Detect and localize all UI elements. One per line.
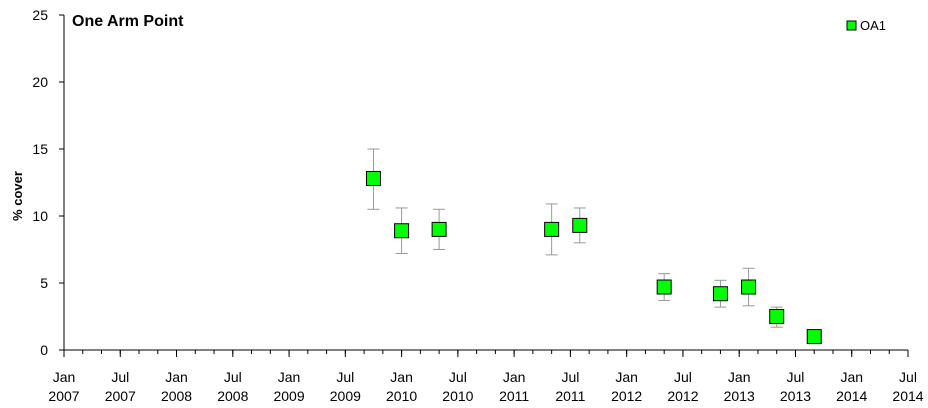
x-tick-label-month: Jan: [615, 369, 638, 385]
series-OA1: [365, 148, 822, 345]
x-tick-label-year: 2012: [667, 388, 698, 404]
legend-label: OA1: [860, 18, 886, 33]
y-tick-label: 20: [32, 74, 48, 90]
series-layer: [365, 148, 822, 345]
data-point: [769, 309, 785, 324]
y-tick-label: 25: [32, 7, 48, 23]
x-tick-label-year: 2012: [611, 388, 642, 404]
data-point: [544, 221, 560, 237]
x-tick-label-month: Jul: [224, 369, 242, 385]
x-tick-label-year: 2013: [724, 388, 755, 404]
y-tick-label: 0: [40, 342, 48, 358]
legend: OA1: [846, 18, 886, 33]
chart-title: One Arm Point: [72, 13, 184, 30]
data-point: [572, 217, 588, 233]
x-tick-label-month: Jul: [336, 369, 354, 385]
data-point: [365, 170, 381, 186]
x-tick-label-month: Jul: [787, 369, 805, 385]
x-tick-label-year: 2007: [48, 388, 79, 404]
data-point: [712, 286, 728, 302]
x-tick-label-month: Jan: [165, 369, 188, 385]
x-tick-label-month: Jan: [503, 369, 526, 385]
x-tick-label-month: Jan: [728, 369, 751, 385]
x-tick-label-year: 2011: [499, 388, 529, 404]
data-point: [806, 329, 822, 345]
x-tick-label-month: Jul: [899, 369, 917, 385]
y-tick-label: 15: [32, 141, 48, 157]
x-tick-label-year: 2011: [555, 388, 585, 404]
x-tick-label-year: 2007: [105, 388, 136, 404]
data-point: [741, 279, 757, 295]
y-tick-label: 5: [40, 275, 48, 291]
x-tick-label-month: Jan: [840, 369, 863, 385]
y-tick-label: 10: [32, 208, 48, 224]
x-axis-ticks: Jan 2007 Jul 2007 Jan 2008 Jul 2008 Jan 2009 Jul 20…: [48, 350, 924, 404]
axes: [63, 15, 908, 351]
x-tick-label-month: Jul: [561, 369, 579, 385]
data-point: [394, 223, 410, 239]
x-tick-label-month: Jul: [674, 369, 692, 385]
x-tick-label-year: 2008: [161, 388, 192, 404]
x-tick-label-year: 2013: [780, 388, 811, 404]
x-tick-label-year: 2009: [330, 388, 361, 404]
data-point: [431, 221, 447, 237]
x-tick-label-month: Jul: [449, 369, 467, 385]
x-tick-label-year: 2008: [217, 388, 248, 404]
data-point: [656, 279, 672, 295]
x-tick-label-year: 2010: [442, 388, 473, 404]
x-tick-label-month: Jul: [111, 369, 129, 385]
x-tick-label-year: 2014: [836, 388, 867, 404]
legend-marker: [846, 20, 857, 31]
x-tick-label-year: 2009: [273, 388, 304, 404]
x-tick-label-month: Jan: [278, 369, 301, 385]
y-axis-ticks: 0 5 10 15 20 25: [32, 7, 64, 358]
x-tick-label-month: Jan: [390, 369, 413, 385]
x-tick-label-year: 2014: [892, 388, 923, 404]
x-tick-label-month: Jan: [53, 369, 76, 385]
x-tick-label-year: 2010: [386, 388, 417, 404]
y-axis-label: % cover: [10, 171, 25, 221]
